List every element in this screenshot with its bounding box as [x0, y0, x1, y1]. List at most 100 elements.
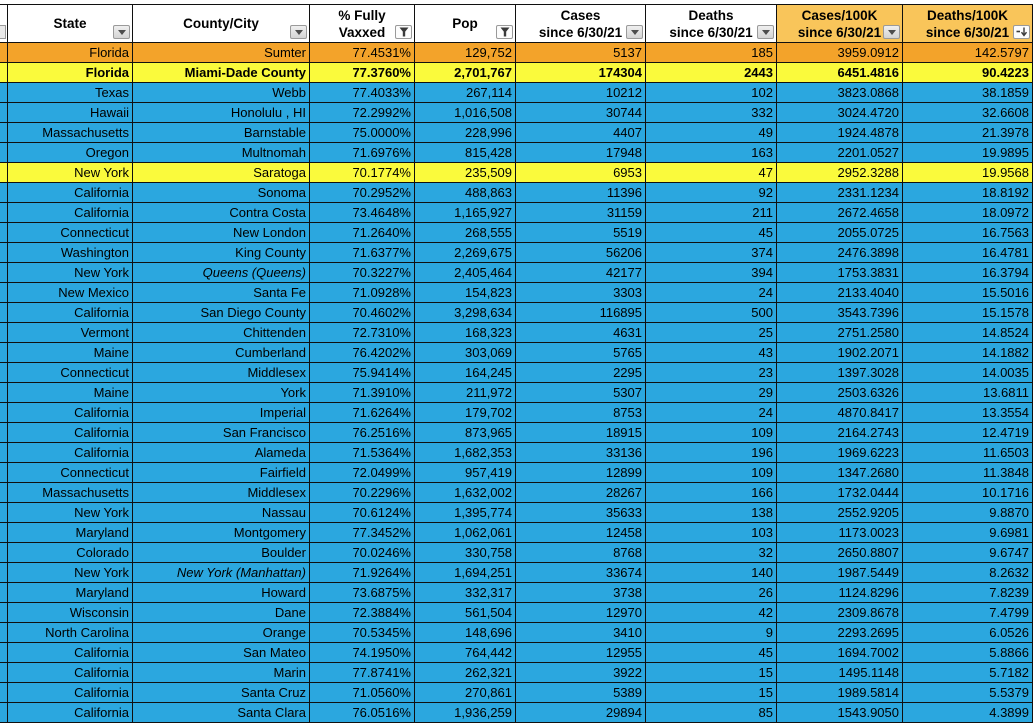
cell-cases-100k[interactable]: 1969.6223	[777, 443, 903, 463]
cell-deaths-since[interactable]: 211	[646, 203, 777, 223]
cell-deaths-since[interactable]: 103	[646, 523, 777, 543]
cell-cases-since[interactable]: 18915	[516, 423, 646, 443]
cell-cases-100k[interactable]: 3959.0912	[777, 43, 903, 63]
cell-pop[interactable]: 1,395,774	[415, 503, 516, 523]
cell-cases-since[interactable]: 28267	[516, 483, 646, 503]
cell-cases-since[interactable]: 174304	[516, 63, 646, 83]
cell-pop[interactable]: 267,114	[415, 83, 516, 103]
cell-pop[interactable]: 235,509	[415, 163, 516, 183]
cell-pct-fully-vaxxed[interactable]: 76.2516%	[310, 423, 415, 443]
cell-pct-fully-vaxxed[interactable]: 70.1774%	[310, 163, 415, 183]
cell-cases-100k[interactable]: 6451.4816	[777, 63, 903, 83]
cell-cases-100k[interactable]: 3823.0868	[777, 83, 903, 103]
cell-state[interactable]: California	[8, 183, 133, 203]
cell-deaths-since[interactable]: 45	[646, 223, 777, 243]
cell-pop[interactable]: 330,758	[415, 543, 516, 563]
state-filter-button[interactable]	[113, 25, 130, 39]
cell-deaths-100k[interactable]: 10.1716	[903, 483, 1033, 503]
cell-state[interactable]: Connecticut	[8, 363, 133, 383]
cell-state[interactable]: Maine	[8, 343, 133, 363]
cell-cases-100k[interactable]: 1902.2071	[777, 343, 903, 363]
column-header-cases-100k[interactable]: Cases/100K since 6/30/21	[777, 5, 903, 43]
cell-pct-fully-vaxxed[interactable]: 72.7310%	[310, 323, 415, 343]
cell-cases-100k[interactable]: 1347.2680	[777, 463, 903, 483]
cell-deaths-100k[interactable]: 13.3554	[903, 403, 1033, 423]
cell-county-city[interactable]: New York (Manhattan)	[133, 563, 310, 583]
cell-state[interactable]: California	[8, 203, 133, 223]
cell-deaths-100k[interactable]: 16.3794	[903, 263, 1033, 283]
cell-deaths-100k[interactable]: 90.4223	[903, 63, 1033, 83]
cell-deaths-since[interactable]: 332	[646, 103, 777, 123]
column-header-pct-fully-vaxxed[interactable]: % Fully Vaxxed	[310, 5, 415, 43]
cell-pct-fully-vaxxed[interactable]: 75.9414%	[310, 363, 415, 383]
cell-state[interactable]: Connecticut	[8, 463, 133, 483]
cell-county-city[interactable]: Boulder	[133, 543, 310, 563]
cell-state[interactable]: North Carolina	[8, 623, 133, 643]
cell-pct-fully-vaxxed[interactable]: 70.4602%	[310, 303, 415, 323]
cell-cases-since[interactable]: 3303	[516, 283, 646, 303]
cell-pop[interactable]: 1,062,061	[415, 523, 516, 543]
cell-state[interactable]: California	[8, 303, 133, 323]
cell-state[interactable]: New York	[8, 263, 133, 283]
cell-cases-100k[interactable]: 1397.3028	[777, 363, 903, 383]
cell-pct-fully-vaxxed[interactable]: 77.4531%	[310, 43, 415, 63]
cell-pct-fully-vaxxed[interactable]: 70.6124%	[310, 503, 415, 523]
cell-county-city[interactable]: Fairfield	[133, 463, 310, 483]
cell-pct-fully-vaxxed[interactable]: 75.0000%	[310, 123, 415, 143]
cell-pct-fully-vaxxed[interactable]: 76.0516%	[310, 703, 415, 723]
cell-cases-100k[interactable]: 1124.8296	[777, 583, 903, 603]
cell-pct-fully-vaxxed[interactable]: 71.2640%	[310, 223, 415, 243]
cell-cases-100k[interactable]: 4870.8417	[777, 403, 903, 423]
cell-cases-since[interactable]: 4631	[516, 323, 646, 343]
cell-cases-since[interactable]: 3922	[516, 663, 646, 683]
cell-cases-since[interactable]: 33674	[516, 563, 646, 583]
cell-state[interactable]: Connecticut	[8, 223, 133, 243]
cell-pct-fully-vaxxed[interactable]: 71.9264%	[310, 563, 415, 583]
cell-pct-fully-vaxxed[interactable]: 71.0560%	[310, 683, 415, 703]
cell-deaths-100k[interactable]: 13.6811	[903, 383, 1033, 403]
cell-deaths-100k[interactable]: 4.3899	[903, 703, 1033, 723]
cell-cases-100k[interactable]: 1495.1148	[777, 663, 903, 683]
cell-cases-since[interactable]: 8768	[516, 543, 646, 563]
cell-deaths-since[interactable]: 374	[646, 243, 777, 263]
cell-pop[interactable]: 154,823	[415, 283, 516, 303]
cell-cases-100k[interactable]: 1753.3831	[777, 263, 903, 283]
cell-cases-since[interactable]: 11396	[516, 183, 646, 203]
cell-cases-since[interactable]: 4407	[516, 123, 646, 143]
cell-county-city[interactable]: Middlesex	[133, 483, 310, 503]
cell-pct-fully-vaxxed[interactable]: 72.2992%	[310, 103, 415, 123]
cell-deaths-since[interactable]: 24	[646, 283, 777, 303]
cell-county-city[interactable]: Sumter	[133, 43, 310, 63]
column-header-deaths-100k[interactable]: Deaths/100K since 6/30/21	[903, 5, 1033, 43]
cell-state[interactable]: California	[8, 663, 133, 683]
cell-deaths-100k[interactable]: 8.2632	[903, 563, 1033, 583]
cell-county-city[interactable]: Santa Cruz	[133, 683, 310, 703]
cell-pop[interactable]: 1,936,259	[415, 703, 516, 723]
cell-cases-since[interactable]: 2295	[516, 363, 646, 383]
cell-county-city[interactable]: Queens (Queens)	[133, 263, 310, 283]
cell-pop[interactable]: 270,861	[415, 683, 516, 703]
cell-cases-100k[interactable]: 1543.9050	[777, 703, 903, 723]
cell-deaths-100k[interactable]: 7.4799	[903, 603, 1033, 623]
cell-pct-fully-vaxxed[interactable]: 70.3227%	[310, 263, 415, 283]
cell-cases-since[interactable]: 33136	[516, 443, 646, 463]
cell-county-city[interactable]: Howard	[133, 583, 310, 603]
cell-state[interactable]: California	[8, 423, 133, 443]
cell-deaths-since[interactable]: 109	[646, 463, 777, 483]
cell-deaths-100k[interactable]: 12.4719	[903, 423, 1033, 443]
cell-county-city[interactable]: Multnomah	[133, 143, 310, 163]
cell-state[interactable]: New York	[8, 563, 133, 583]
cell-pct-fully-vaxxed[interactable]: 71.0928%	[310, 283, 415, 303]
pop-filter-button[interactable]	[496, 25, 513, 39]
cell-county-city[interactable]: Honolulu , HI	[133, 103, 310, 123]
cell-deaths-since[interactable]: 185	[646, 43, 777, 63]
cell-county-city[interactable]: Contra Costa	[133, 203, 310, 223]
cell-pop[interactable]: 1,632,002	[415, 483, 516, 503]
cell-deaths-100k[interactable]: 14.8524	[903, 323, 1033, 343]
cell-pop[interactable]: 873,965	[415, 423, 516, 443]
cell-pop[interactable]: 2,269,675	[415, 243, 516, 263]
cell-cases-100k[interactable]: 2672.4658	[777, 203, 903, 223]
cell-cases-since[interactable]: 35633	[516, 503, 646, 523]
cell-cases-100k[interactable]: 2503.6326	[777, 383, 903, 403]
cell-deaths-since[interactable]: 92	[646, 183, 777, 203]
